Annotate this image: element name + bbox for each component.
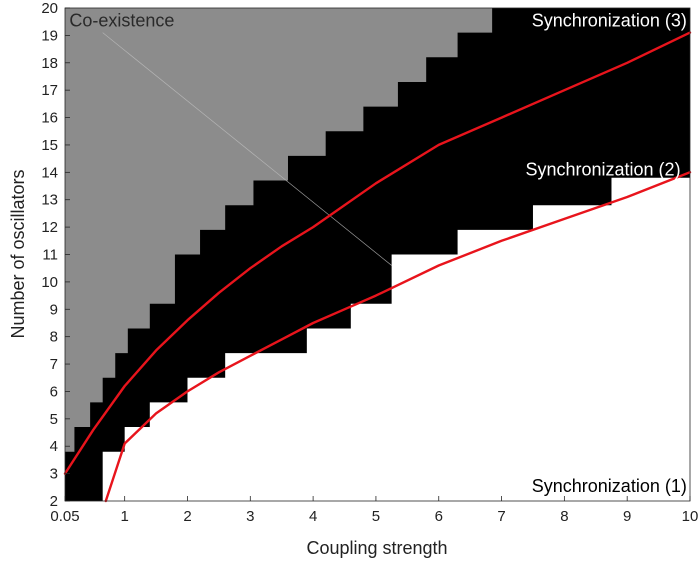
x-tick-label: 3	[246, 508, 254, 525]
region-label-3: Synchronization (1)	[532, 476, 687, 496]
x-tick-label: 4	[309, 508, 317, 525]
y-tick-label: 17	[41, 82, 58, 99]
y-tick-label: 5	[50, 411, 58, 428]
x-tick-label: 6	[435, 508, 443, 525]
x-tick-label: 1	[121, 508, 129, 525]
curves-layer	[63, 31, 692, 503]
x-axis-label: Coupling strength	[306, 538, 447, 558]
y-tick-label: 2	[50, 493, 58, 510]
region-label-2: Synchronization (2)	[525, 160, 680, 180]
x-tick-label: 2	[183, 508, 191, 525]
y-tick-label: 20	[41, 0, 58, 17]
boundary-curve-lower	[104, 171, 692, 503]
region-label-0: Co-existence	[69, 10, 174, 30]
y-tick-label: 14	[41, 164, 58, 181]
y-tick-label: 10	[41, 274, 58, 291]
y-tick-label: 13	[41, 192, 58, 209]
y-tick-label: 7	[50, 356, 58, 373]
y-tick-label: 11	[42, 247, 58, 264]
y-tick-label: 3	[50, 466, 58, 483]
axes-layer: 0.05 1 2 3 4 5 6 7 8 9 102345678910111213141516171…	[41, 0, 698, 525]
boundary-curve-upper	[63, 31, 692, 475]
y-tick-label: 9	[50, 301, 58, 318]
y-tick-label: 4	[50, 438, 58, 455]
x-tick-label: 9	[623, 508, 631, 525]
y-tick-label: 12	[41, 219, 58, 236]
y-tick-label: 19	[41, 27, 58, 44]
diagonal-separator-line	[102, 32, 392, 266]
annotations-layer: Co-existence Synchronization (3) Synchroni…	[69, 10, 686, 496]
y-tick-label: 15	[41, 137, 58, 154]
x-tick-label: 5	[372, 508, 380, 525]
y-tick-label: 8	[50, 329, 58, 346]
y-tick-label: 16	[41, 110, 58, 127]
regions-layer	[65, 8, 690, 501]
x-tick-label: 0.05	[50, 508, 79, 525]
co-existence-region	[65, 8, 690, 452]
x-tick-label: 10	[682, 508, 699, 525]
x-tick-label: 8	[560, 508, 568, 525]
y-tick-label: 6	[50, 383, 58, 400]
y-tick-label: 18	[41, 55, 58, 72]
region-label-1: Synchronization (3)	[532, 10, 687, 30]
x-tick-label: 7	[497, 508, 505, 525]
y-axis-label: Number of oscillators	[8, 169, 28, 338]
